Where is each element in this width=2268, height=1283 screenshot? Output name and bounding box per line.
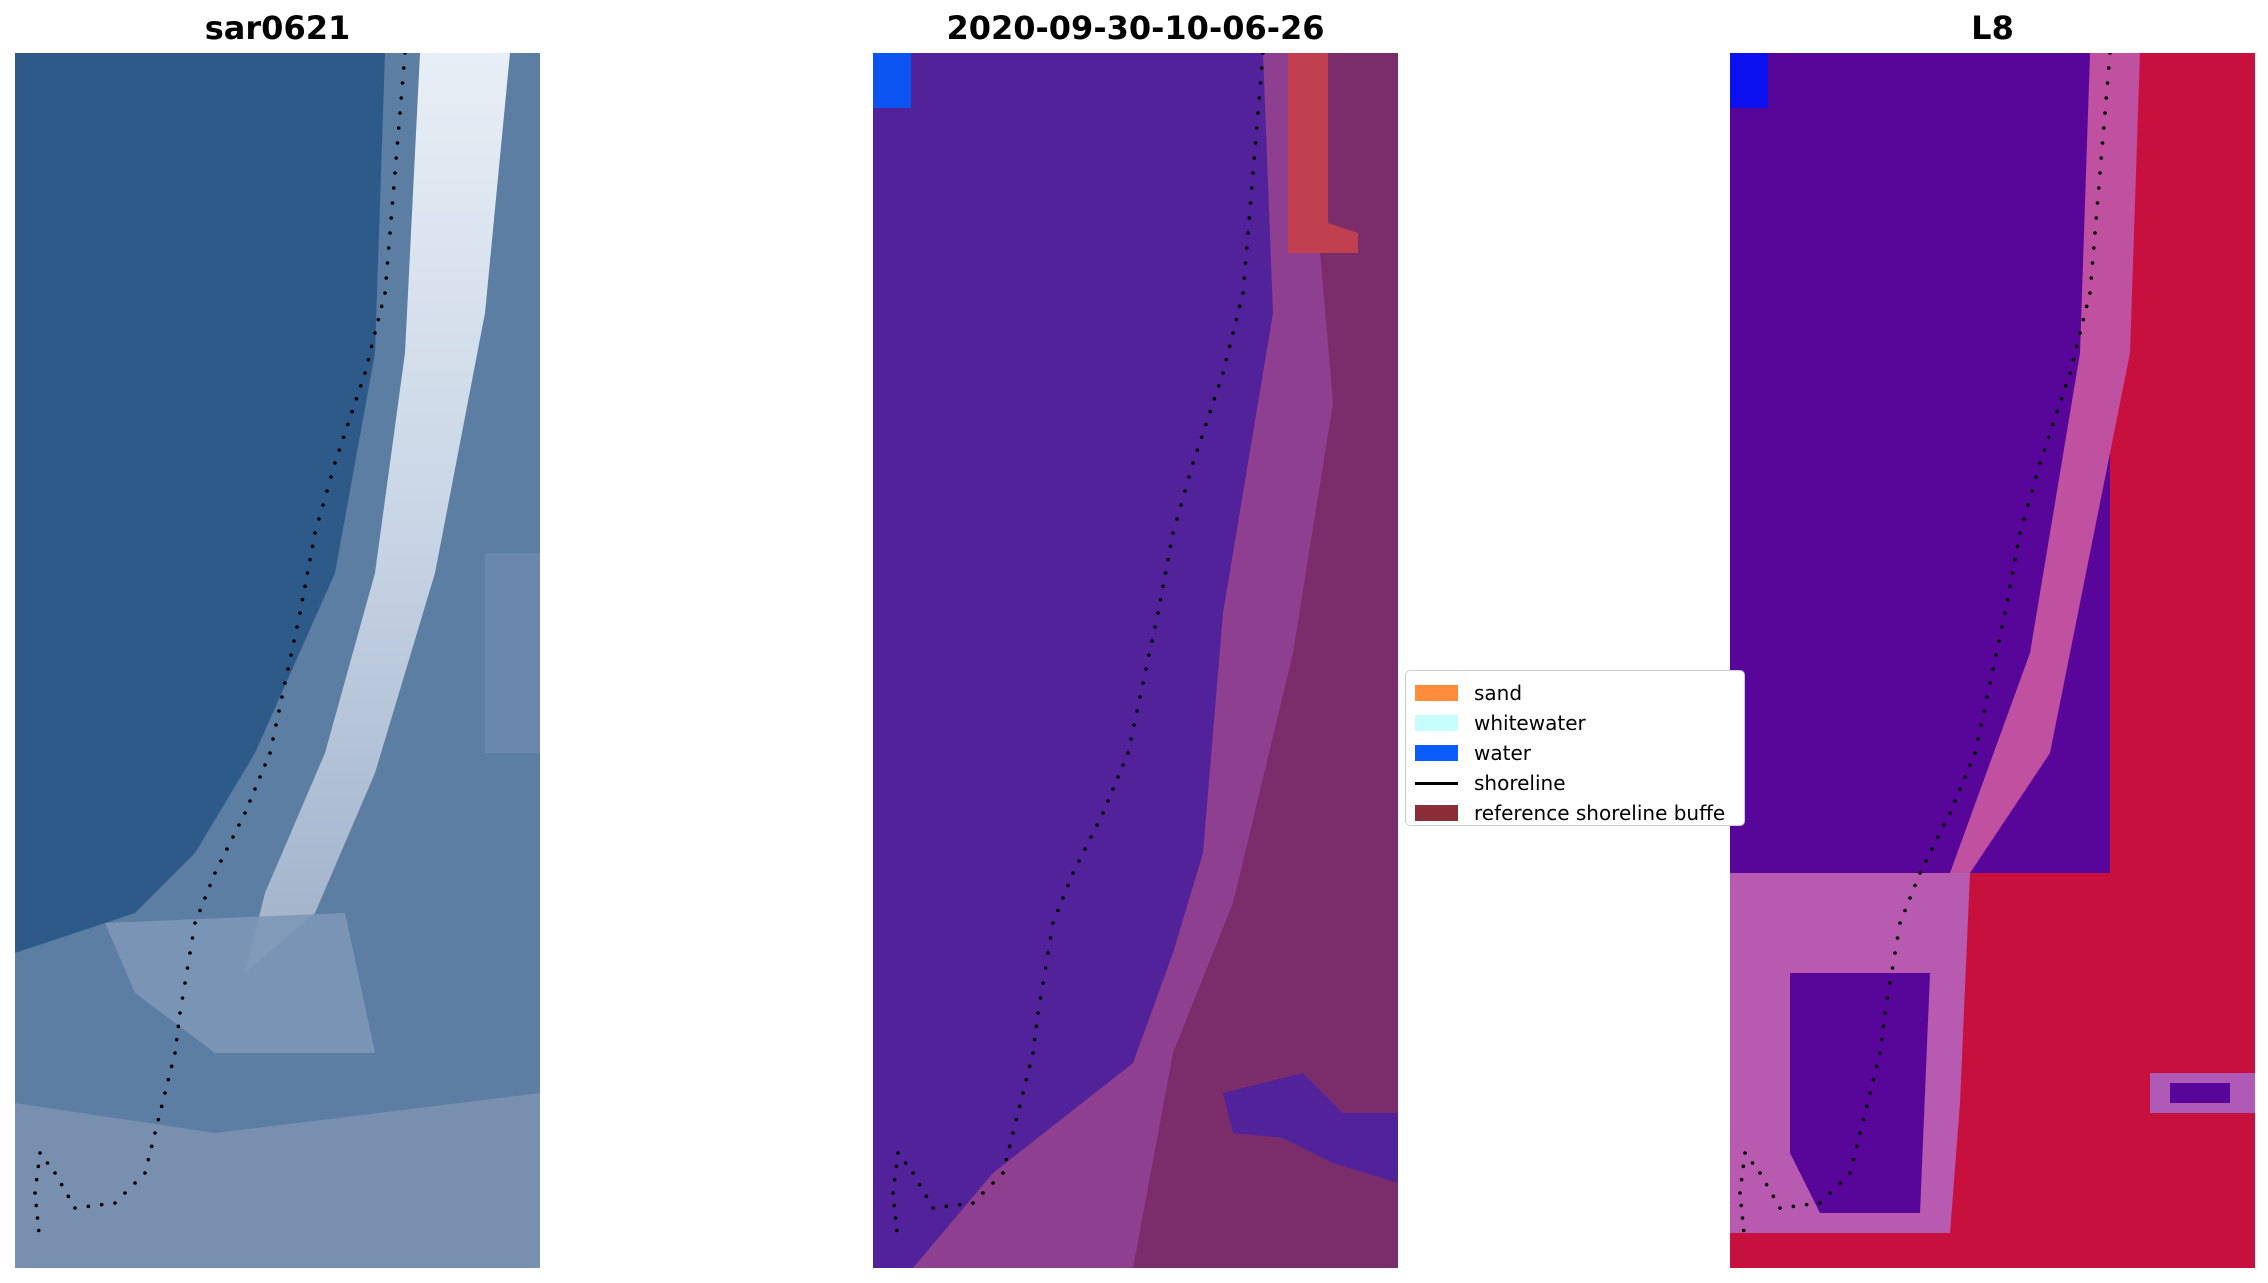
legend-item-shoreline: shoreline (1415, 771, 1566, 795)
legend-item-sand: sand (1415, 681, 1522, 705)
rgb-image-panel (15, 53, 540, 1268)
shoreline-line-icon (1415, 781, 1458, 785)
panel-title-sar0621: sar0621 (204, 9, 351, 47)
legend-item-water: water (1415, 741, 1531, 765)
legend-label-reference-shoreline-buffer: reference shoreline buffe (1474, 801, 1726, 825)
shoreline-dots (1738, 53, 2112, 1233)
legend-item-reference-shoreline-buffer: reference shoreline buffe (1415, 801, 1725, 825)
classified-image-panel (873, 53, 1398, 1268)
l8-image-panel (1730, 53, 2255, 1268)
legend-label-whitewater: whitewater (1474, 711, 1586, 735)
water-swatch-icon (1415, 745, 1458, 761)
shoreline-dots (33, 53, 407, 1233)
legend-label-sand: sand (1474, 681, 1523, 705)
panel-title-l8: L8 (1971, 9, 2014, 47)
legend-item-whitewater: whitewater (1415, 711, 1586, 735)
reference-buffer-swatch-icon (1415, 805, 1458, 821)
legend-label-shoreline: shoreline (1474, 771, 1566, 795)
whitewater-swatch-icon (1415, 715, 1458, 731)
panel-title-date: 2020-09-30-10-06-26 (946, 9, 1325, 47)
sand-swatch-icon (1415, 685, 1458, 701)
shoreline-dots (891, 53, 1265, 1233)
legend: sand whitewater water shoreline referenc… (1405, 670, 1745, 826)
legend-label-water: water (1474, 741, 1531, 765)
